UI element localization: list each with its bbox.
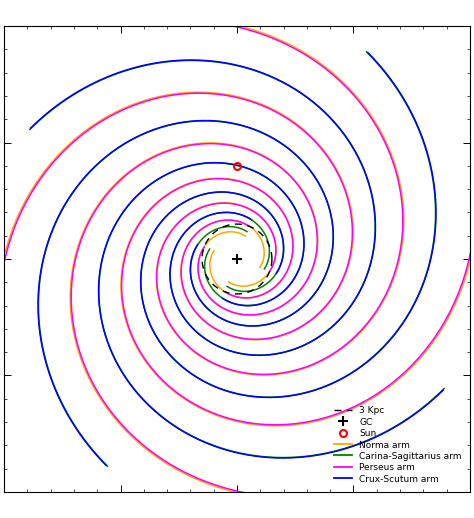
Legend: 3 Kpc, GC, Sun, Norma arm, Carina-Sagittarius arm, Perseus arm, Crux-Scutum arm: 3 Kpc, GC, Sun, Norma arm, Carina-Sagitt… [330,402,465,487]
